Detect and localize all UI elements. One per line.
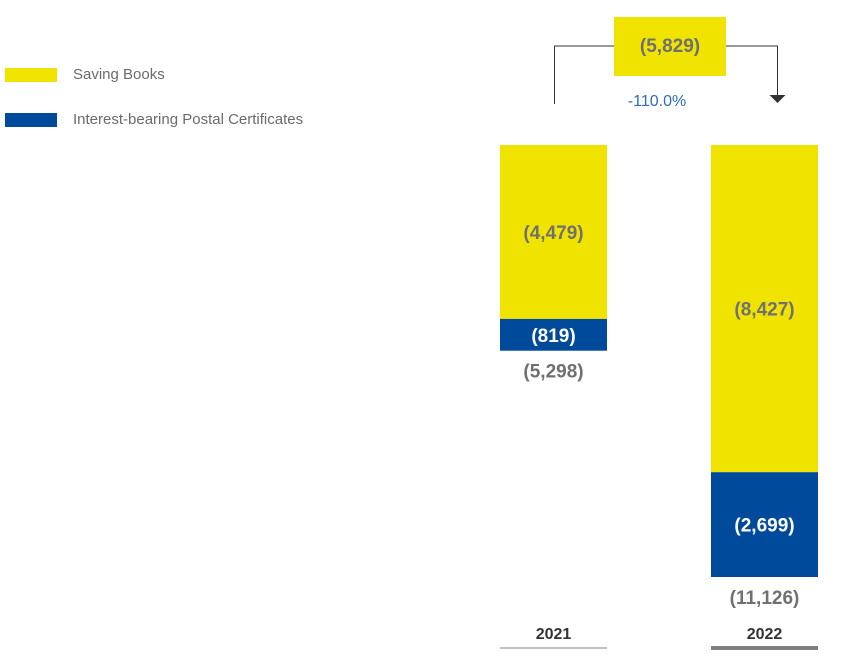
data-label-2022-saving-books: (8,427) [734,300,794,321]
legend-label-saving-books: Saving Books [73,66,165,83]
x-tick-label-2022: 2022 [747,626,783,643]
legend-swatch-saving-books [5,68,57,82]
data-label-2021-saving-books: (4,479) [523,223,583,244]
total-label-2022: (11,126) [730,588,800,609]
change-bracket-left [554,45,614,104]
change-arrow-head [769,95,786,103]
change-percent-label: -110.0% [628,93,686,110]
bar-2021-saving-books [500,145,607,319]
legend-swatch-postal-certificates [5,113,57,127]
bar-2021-postal-certificates [500,318,607,351]
legend-label-postal-certificates: Interest-bearing Postal Certificates [73,111,304,128]
total-label-2021: (5,298) [523,362,583,383]
bar-2022-postal-certificates [711,472,818,577]
change-value-label: (5,829) [640,36,700,57]
bar-2022-saving-books [711,145,818,473]
data-label-2022-postal-certificates: (2,699) [734,516,794,537]
x-tick-label-2021: 2021 [536,626,572,643]
data-label-2021-postal-certificates: (819) [531,326,575,347]
change-bracket-right [726,45,778,95]
change-value-box [614,17,726,76]
